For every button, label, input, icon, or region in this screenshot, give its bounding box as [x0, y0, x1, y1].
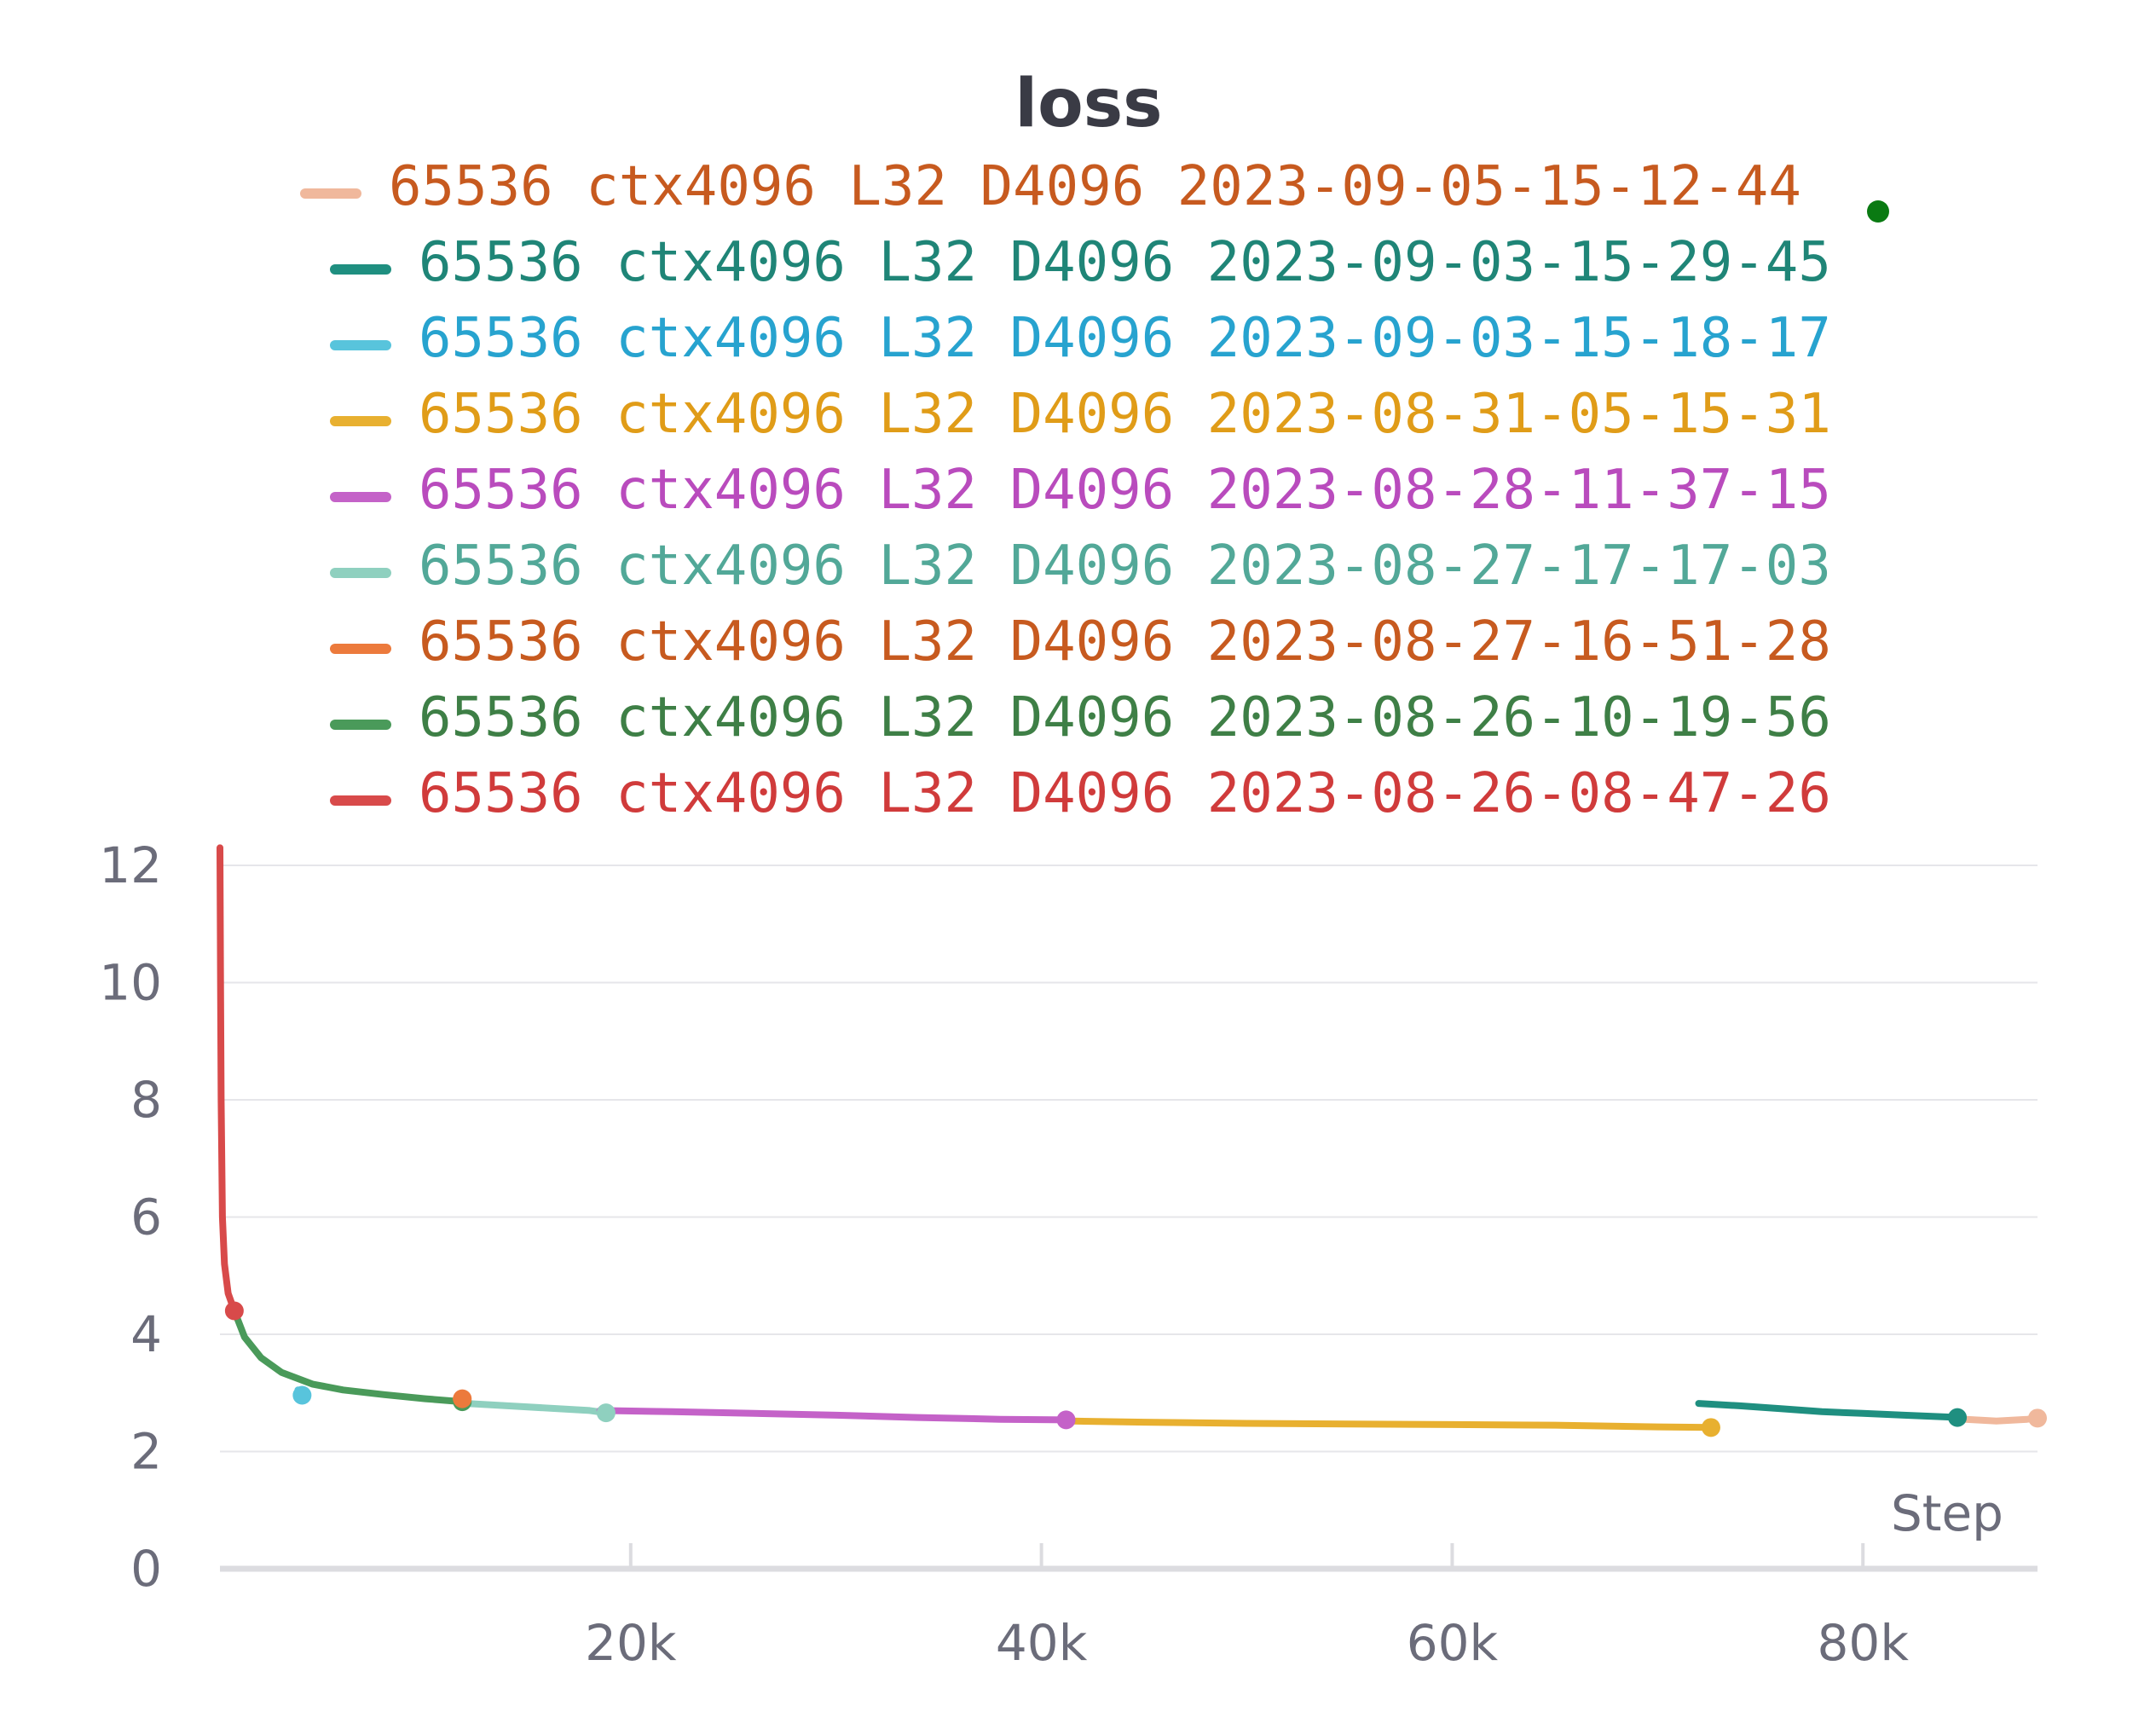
series-end-point — [1056, 1410, 1076, 1430]
legend: 65536 ctx4096 L32 D4096 2023-09-05-15-12… — [300, 155, 1889, 825]
legend-entry: 65536 ctx4096 L32 D4096 2023-08-26-08-47… — [419, 762, 1831, 825]
x-tick-label: 40k — [996, 1614, 1088, 1672]
y-tick-label: 0 — [130, 1540, 162, 1598]
legend-entry: 65536 ctx4096 L32 D4096 2023-08-28-11-37… — [419, 459, 1831, 522]
y-tick-label: 8 — [130, 1071, 162, 1129]
series-line — [1962, 1414, 2041, 1425]
y-tick-label: 10 — [99, 954, 162, 1012]
series-lines — [217, 844, 2041, 1431]
x-tick-label: 60k — [1407, 1614, 1499, 1672]
series-line — [230, 1307, 466, 1406]
legend-entry: 65536 ctx4096 L32 D4096 2023-08-27-17-17… — [419, 535, 1831, 598]
x-axis: 20k 40k 60k 80k — [585, 1543, 1909, 1672]
x-tick-label: 20k — [585, 1614, 677, 1672]
y-tick-label: 4 — [130, 1305, 162, 1363]
legend-entry: 65536 ctx4096 L32 D4096 2023-08-31-05-15… — [419, 383, 1831, 446]
series-endpoints — [224, 1301, 2047, 1437]
series-end-point — [596, 1403, 616, 1423]
legend-entry: 65536 ctx4096 L32 D4096 2023-09-03-15-29… — [419, 231, 1831, 294]
series-end-point — [224, 1301, 244, 1321]
series-line — [1068, 1417, 1714, 1431]
series-line — [463, 1400, 610, 1417]
series-line — [217, 844, 238, 1315]
legend-status-dot — [1867, 200, 1889, 223]
x-axis-title: Step — [1891, 1484, 2003, 1542]
y-tick-label: 2 — [130, 1423, 162, 1481]
legend-entry: 65536 ctx4096 L32 D4096 2023-09-03-15-18… — [419, 307, 1831, 370]
grid-lines — [220, 865, 2038, 1572]
y-tick-label: 6 — [130, 1188, 162, 1246]
y-tick-label: 12 — [99, 836, 162, 894]
y-axis: 0 2 4 6 8 10 12 — [99, 836, 162, 1598]
legend-entry: 65536 ctx4096 L32 D4096 2023-08-27-16-51… — [419, 610, 1831, 674]
series-end-point — [2028, 1408, 2047, 1428]
chart-title: loss — [1014, 66, 1162, 142]
series-line — [596, 1407, 1070, 1424]
series-end-point — [453, 1389, 472, 1408]
series-end-point — [1948, 1408, 1968, 1427]
series-end-point — [292, 1385, 312, 1405]
x-tick-label: 80k — [1818, 1614, 1910, 1672]
legend-entry: 65536 ctx4096 L32 D4096 2023-08-26-10-19… — [419, 686, 1831, 749]
legend-entry: 65536 ctx4096 L32 D4096 2023-09-05-15-12… — [389, 155, 1801, 218]
series-end-point — [1701, 1418, 1720, 1437]
series-line — [1695, 1400, 1961, 1421]
